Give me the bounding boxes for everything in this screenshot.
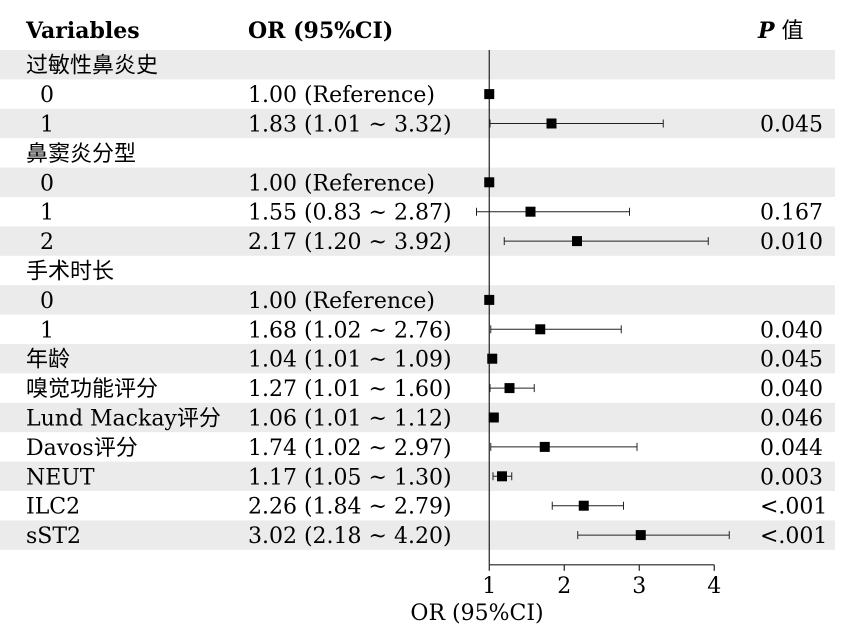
row-label: 嗅觉功能评分	[26, 377, 158, 402]
row-band	[0, 461, 835, 491]
header-or: OR (95%CI)	[248, 18, 393, 44]
row-label: 2	[40, 230, 54, 255]
or-text: 2.17 (1.20 ~ 3.92)	[248, 230, 452, 255]
or-text: 2.26 (1.84 ~ 2.79)	[248, 495, 452, 520]
or-text: 1.83 (1.01 ~ 3.32)	[248, 113, 452, 138]
or-point	[504, 383, 515, 394]
row-band	[0, 285, 835, 315]
x-axis: 1 2 3 4	[482, 564, 721, 599]
or-point	[535, 324, 546, 335]
x-tick-label: 4	[707, 574, 721, 599]
p-value: 0.045	[760, 348, 823, 373]
row-label: 0	[40, 171, 54, 196]
or-point	[539, 441, 550, 452]
x-tick-label: 1	[482, 574, 496, 599]
or-text: 1.06 (1.01 ~ 1.12)	[248, 407, 452, 432]
or-text: 1.27 (1.01 ~ 1.60)	[248, 377, 452, 402]
row-band	[0, 402, 835, 433]
or-point	[635, 530, 646, 541]
row-band	[0, 344, 835, 374]
row-label: 1	[40, 113, 54, 138]
header-p-letter: P	[757, 18, 776, 44]
header-variables: Variables	[25, 18, 140, 44]
row-label: 1	[40, 318, 54, 343]
row-label: 鼻窦炎分型	[26, 142, 136, 167]
x-tick-label: 3	[632, 574, 646, 599]
row-label: 1	[40, 201, 54, 226]
p-value: 0.044	[760, 436, 823, 461]
row-label: sST2	[26, 524, 81, 549]
x-axis-label: OR (95%CI)	[410, 601, 543, 626]
or-text: 1.55 (0.83 ~ 2.87)	[248, 201, 452, 226]
row-label: Lund Mackay评分	[26, 407, 221, 432]
row-band	[0, 50, 835, 80]
row-label: NEUT	[26, 465, 95, 490]
p-value: 0.040	[760, 318, 823, 343]
row-band	[0, 108, 835, 139]
p-value: 0.010	[760, 230, 823, 255]
x-tick-label: 2	[557, 574, 571, 599]
or-text: 1.04 (1.01 ~ 1.09)	[248, 348, 452, 373]
row-label: 年龄	[26, 348, 70, 373]
p-value: <.001	[760, 524, 827, 549]
header-p-suffix: 值	[775, 19, 804, 44]
or-text: 1.74 (1.02 ~ 2.97)	[248, 436, 452, 461]
p-value: 0.003	[760, 465, 823, 490]
or-point	[578, 500, 589, 511]
row-band	[0, 167, 835, 197]
row-label: 手术时长	[26, 260, 114, 285]
or-point	[497, 471, 507, 482]
or-point	[484, 177, 495, 188]
header-p: P 值	[757, 18, 804, 44]
or-point	[572, 236, 582, 247]
interval-marks	[476, 89, 730, 541]
or-point	[488, 412, 499, 423]
or-point	[546, 118, 557, 129]
row-bands	[0, 50, 835, 550]
p-value: 0.046	[760, 407, 823, 432]
row-label: ILC2	[26, 495, 80, 520]
p-value: <.001	[760, 495, 827, 520]
table-rows: 过敏性鼻炎史 0 1.00 (Reference) 1 1.83 (1.01 ~ 3.3…	[26, 54, 827, 549]
or-text: 1.00 (Reference)	[248, 83, 435, 108]
or-text: 1.17 (1.05 ~ 1.30)	[248, 465, 452, 490]
p-value: 0.040	[760, 377, 823, 402]
or-text: 1.68 (1.02 ~ 2.76)	[248, 318, 452, 343]
row-label: Davos评分	[26, 436, 138, 461]
or-text: 1.00 (Reference)	[248, 171, 435, 196]
row-label: 过敏性鼻炎史	[26, 54, 158, 79]
p-value: 0.045	[760, 113, 823, 138]
or-point	[484, 89, 495, 100]
or-point	[484, 294, 495, 305]
row-label: 0	[40, 83, 54, 108]
or-point	[525, 206, 536, 217]
p-value: 0.167	[760, 201, 823, 226]
or-text: 1.00 (Reference)	[248, 289, 435, 314]
row-label: 0	[40, 289, 54, 314]
or-point	[487, 353, 498, 364]
or-text: 3.02 (2.18 ~ 4.20)	[248, 524, 452, 549]
